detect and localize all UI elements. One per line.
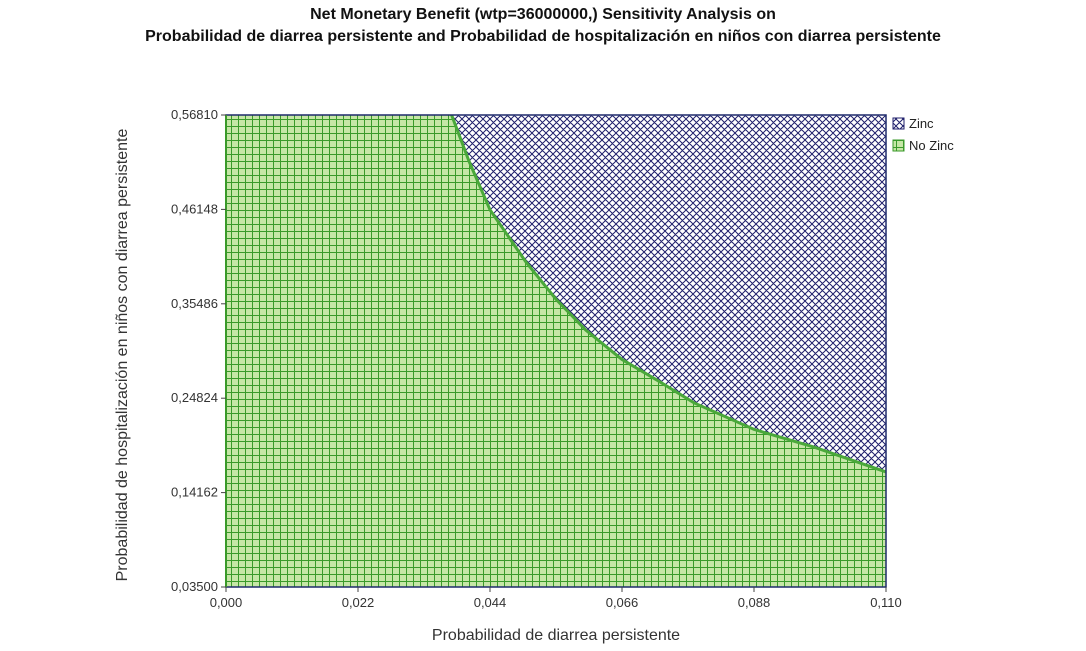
no-zinc-region xyxy=(226,115,886,587)
zinc-swatch-icon xyxy=(892,117,905,130)
no-zinc-swatch-icon xyxy=(892,139,905,152)
legend-item-no-zinc: No Zinc xyxy=(892,138,954,153)
decision-boundary-line xyxy=(450,114,887,474)
y-tick-label: 0,35486 xyxy=(171,296,218,311)
x-tick-label: 0,000 xyxy=(210,595,243,610)
x-tick-label: 0,110 xyxy=(870,595,902,610)
y-tick-label: 0,14162 xyxy=(171,485,218,500)
x-tick-label: 0,088 xyxy=(738,595,771,610)
y-tick-label: 0,56810 xyxy=(171,107,218,122)
legend-item-zinc: Zinc xyxy=(892,116,934,131)
legend-label-zinc: Zinc xyxy=(909,116,934,131)
x-tick-label: 0,022 xyxy=(342,595,375,610)
plot-area xyxy=(225,114,887,588)
y-tick-label: 0,24824 xyxy=(171,390,218,405)
legend: Zinc No Zinc xyxy=(892,116,954,153)
x-tick-label: 0,044 xyxy=(474,595,507,610)
y-axis-label: Probabilidad de hospitalización en niños… xyxy=(114,129,131,582)
legend-label-no-zinc: No Zinc xyxy=(909,138,954,153)
x-axis-label: Probabilidad de diarrea persistente xyxy=(432,627,680,644)
y-tick-label: 0,46148 xyxy=(171,201,218,216)
x-axis: 0,000 0,022 0,044 0,066 0,088 0,110 xyxy=(210,587,902,610)
y-tick-label: 0,03500 xyxy=(171,579,218,594)
chart-title: Net Monetary Benefit (wtp=36000000,) Sen… xyxy=(310,6,776,23)
chart-subtitle: Probabilidad de diarrea persistente and … xyxy=(145,28,941,45)
x-tick-label: 0,066 xyxy=(606,595,639,610)
y-axis: 0,03500 0,14162 0,24824 0,35486 0,46148 0,568… xyxy=(171,107,226,594)
